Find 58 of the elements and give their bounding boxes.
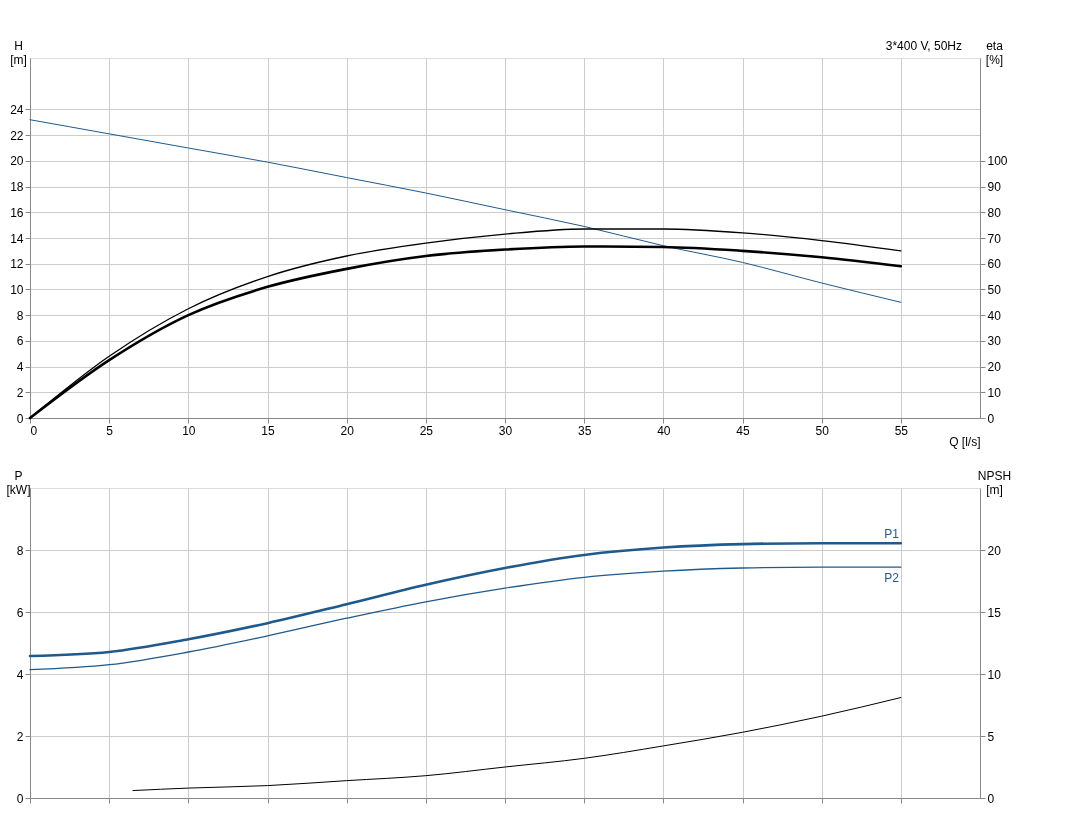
line-series	[29, 566, 902, 671]
y2-tick-label: 30	[987, 334, 1002, 349]
y2-tick-label: 70	[987, 231, 1002, 246]
y2-axis-title: NPSH [m]	[977, 468, 1012, 497]
series-label: P1	[884, 527, 900, 542]
y2-tick-label: 20	[987, 543, 1002, 558]
y-axis-title: H [m]	[10, 38, 27, 67]
x-tick-label: 20	[340, 423, 355, 438]
x-tick-label: 45	[736, 423, 750, 438]
y-tick-label: 20	[10, 154, 24, 169]
y-axis-title: P [kW]	[6, 468, 31, 497]
y-tick-label: 10	[10, 282, 24, 297]
y2-axis-title: eta [%]	[985, 38, 1004, 67]
y2-tick-label: 5	[987, 729, 995, 744]
y-tick-label: 4	[16, 667, 24, 682]
y-tick-label: 12	[10, 257, 24, 272]
y-tick-label: 2	[16, 385, 24, 400]
y2-tick-label: 60	[987, 257, 1002, 272]
y-tick-label: 0	[16, 411, 24, 426]
x-tick-label: 50	[815, 423, 830, 438]
y2-tick-label: 10	[987, 667, 1002, 682]
y2-tick-label: 10	[987, 385, 1002, 400]
y-tick-label: 6	[16, 334, 24, 349]
chart-title: 3*400 V, 50Hz	[885, 39, 963, 53]
y2-tick-label: 80	[987, 205, 1002, 220]
y2-tick-label: 50	[987, 282, 1002, 297]
x-tick-label: 15	[261, 423, 275, 438]
x-tick-label: 25	[419, 423, 434, 438]
y-tick-label: 16	[10, 205, 24, 220]
y-tick-label: 24	[10, 102, 24, 117]
y-tick-label: 6	[16, 605, 24, 620]
x-tick-label: 30	[498, 423, 513, 438]
y2-tick-label: 40	[987, 308, 1002, 323]
y-tick-label: 0	[16, 791, 24, 806]
y2-tick-label: 20	[987, 360, 1002, 375]
x-tick-label: 55	[894, 423, 909, 438]
y2-tick-label: 0	[987, 411, 995, 426]
line-series	[28, 541, 903, 658]
y-tick-label: 8	[16, 308, 24, 323]
line-series	[29, 119, 902, 303]
x-tick-label: 35	[577, 423, 592, 438]
y-tick-label: 14	[10, 231, 24, 246]
x-tick-label: 0	[30, 423, 38, 438]
y-tick-label: 2	[16, 729, 24, 744]
line-series	[132, 697, 902, 792]
y2-tick-label: 100	[987, 154, 1008, 169]
y-tick-label: 8	[16, 543, 24, 558]
y-tick-label: 22	[10, 128, 24, 143]
y2-tick-label: 90	[987, 180, 1002, 195]
y2-tick-label: 15	[987, 605, 1002, 620]
series-label: P2	[884, 571, 900, 586]
x-axis-title: Q [l/s]	[949, 434, 981, 449]
x-tick-label: 40	[657, 423, 671, 438]
y-tick-label: 4	[16, 360, 24, 375]
y-tick-label: 18	[10, 180, 24, 195]
x-tick-label: 10	[182, 423, 196, 438]
x-tick-label: 5	[106, 423, 114, 438]
y2-tick-label: 0	[987, 791, 995, 806]
